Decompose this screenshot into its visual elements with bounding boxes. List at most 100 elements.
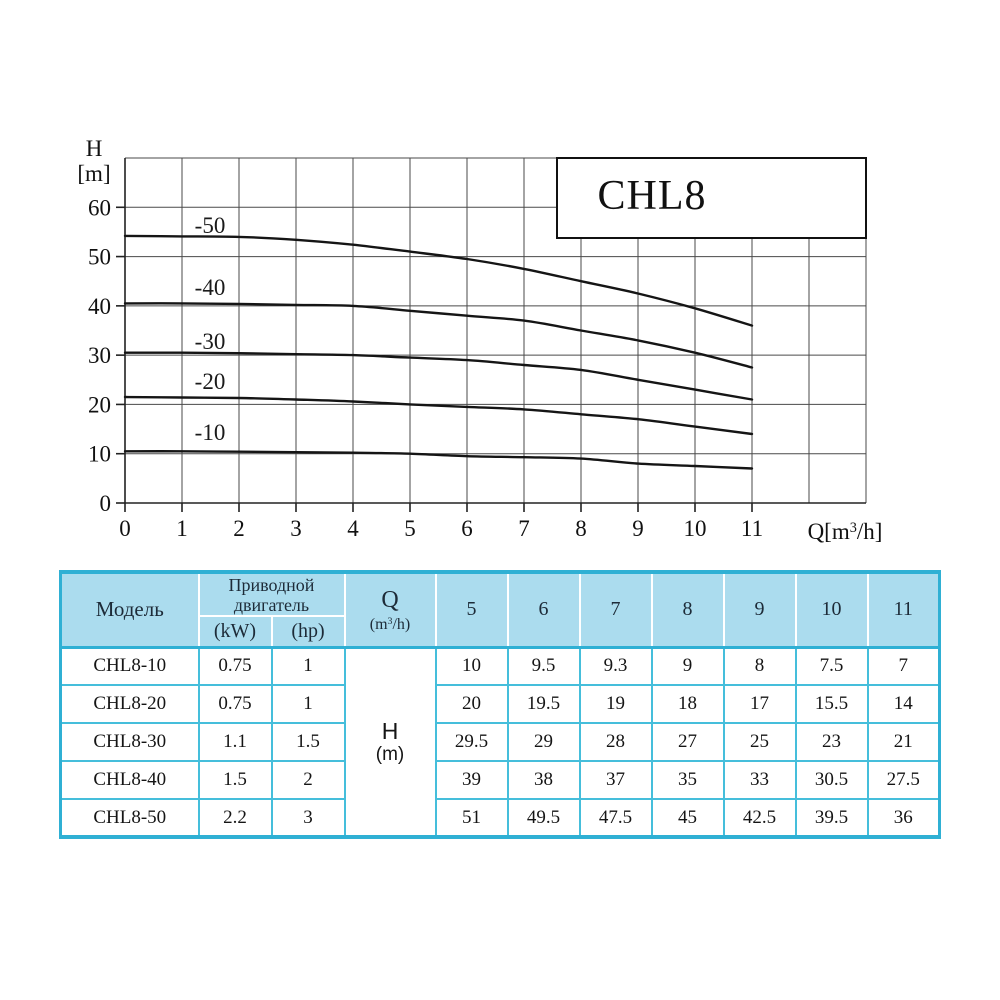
value-cell: 42.5 — [722, 798, 797, 838]
header-cell-q: Q (m3/h) — [343, 571, 437, 649]
value-cell: 35 — [650, 760, 725, 800]
curve-label-50: -50 — [194, 213, 226, 238]
table-row-chl8-40: CHL8-40 1.5 2 39 38 37 35 33 30.5 27.5 — [59, 760, 941, 800]
x-tick-label: 9 — [632, 516, 644, 541]
value-cell: 10 — [434, 646, 509, 686]
value-cell: 49.5 — [506, 798, 581, 838]
value-cell: 29 — [506, 722, 581, 762]
kw-cell: 0.75 — [197, 684, 273, 724]
value-cell: 27.5 — [866, 760, 941, 800]
specifications-table: Модель Приводной двигатель Q (m3/h) 5 6 … — [59, 570, 941, 839]
table-row-chl8-50: CHL8-50 2.2 3 51 49.5 47.5 45 42.5 39.5 … — [59, 798, 941, 838]
value-cell: 30.5 — [794, 760, 869, 800]
value-cell: 15.5 — [794, 684, 869, 724]
value-cell: 17 — [722, 684, 797, 724]
pump-curve-30 — [123, 351, 754, 401]
value-cell: 19.5 — [506, 684, 581, 724]
table-row-chl8-30: CHL8-30 1.1 1.5 29.5 29 28 27 25 23 21 — [59, 722, 941, 762]
y-axis-title: H [m] — [54, 136, 134, 186]
kw-cell: 2.2 — [197, 798, 273, 838]
curve-label-30: -30 — [194, 329, 226, 354]
x-tick-label: 8 — [575, 516, 587, 541]
chart-title: CHL8 — [597, 173, 707, 219]
table-row-chl8-10: CHL8-10 0.75 1 H (m) 10 9.5 9.3 9 8 7.5 … — [59, 646, 941, 838]
chart-title-box — [556, 157, 867, 239]
head-unit-cell: H (m) — [343, 646, 437, 838]
value-cell: 18 — [650, 684, 725, 724]
pump-curve-50 — [123, 234, 754, 327]
kw-cell: 0.75 — [197, 646, 273, 686]
head-unit: (m) — [375, 743, 405, 765]
curve-label-10: -10 — [194, 420, 226, 445]
q-header-unit: (m3/h) — [369, 615, 411, 633]
hp-cell: 1.5 — [270, 722, 346, 762]
pump-curve-40 — [123, 302, 754, 369]
header-cell-flow-10: 10 — [794, 571, 869, 649]
value-cell: 20 — [434, 684, 509, 724]
value-cell: 8 — [722, 646, 797, 686]
kw-cell: 1.5 — [197, 760, 273, 800]
header-cell-flow-5: 5 — [434, 571, 509, 649]
value-cell: 21 — [866, 722, 941, 762]
chart-canvas: 0 1 2 3 4 5 6 7 8 9 10 11 0 10 20 30 40 50 60 — [88, 157, 867, 541]
value-cell: 9.5 — [506, 646, 581, 686]
value-cell: 23 — [794, 722, 869, 762]
kw-cell: 1.1 — [197, 722, 273, 762]
header-cell-flow-6: 6 — [506, 571, 581, 649]
value-cell: 9 — [650, 646, 725, 686]
y-tick-label: 60 — [88, 195, 111, 220]
y-tick-label: 0 — [100, 491, 112, 516]
pump-curve-20 — [123, 395, 754, 436]
model-cell: CHL8-30 — [59, 722, 200, 762]
value-cell: 9.3 — [578, 646, 653, 686]
y-axis-title-unit: [m] — [77, 161, 111, 186]
value-cell: 7.5 — [794, 646, 869, 686]
head-symbol: H — [381, 717, 399, 744]
hp-cell: 3 — [270, 798, 346, 838]
x-axis-title-superscript: 3 — [849, 520, 857, 536]
value-cell: 36 — [866, 798, 941, 838]
pump-specs-table: Модель Приводной двигатель Q (m3/h) 5 6 … — [59, 570, 941, 839]
x-tick-label: 5 — [404, 516, 416, 541]
x-tick-label: 6 — [461, 516, 473, 541]
header-cell-motor-group: Приводной двигатель — [197, 571, 346, 617]
pump-curve-10 — [123, 450, 754, 470]
value-cell: 28 — [578, 722, 653, 762]
hp-cell: 2 — [270, 760, 346, 800]
value-cell: 7 — [866, 646, 941, 686]
model-cell: CHL8-10 — [59, 646, 200, 686]
y-tick-label: 40 — [88, 294, 111, 319]
y-axis-title-symbol: H — [85, 136, 103, 161]
x-tick-label: 7 — [518, 516, 530, 541]
header-cell-flow-9: 9 — [722, 571, 797, 649]
y-tick-label: 30 — [88, 343, 111, 368]
x-tick-label: 11 — [741, 516, 763, 541]
x-axis-title-unit: /h] — [856, 519, 883, 545]
curve-label-40: -40 — [194, 275, 226, 300]
header-cell-flow-7: 7 — [578, 571, 653, 649]
x-axis-title-text: Q[m — [807, 519, 850, 545]
value-cell: 45 — [650, 798, 725, 838]
value-cell: 29.5 — [434, 722, 509, 762]
curve-label-20: -20 — [194, 369, 226, 394]
y-tick-label: 10 — [88, 442, 111, 467]
header-cell-hp: (hp) — [270, 615, 346, 649]
value-cell: 51 — [434, 798, 509, 838]
q-header-symbol: Q — [381, 586, 399, 613]
model-cell: CHL8-50 — [59, 798, 200, 838]
value-cell: 37 — [578, 760, 653, 800]
model-cell: CHL8-40 — [59, 760, 200, 800]
x-tick-label: 0 — [119, 516, 131, 541]
value-cell: 19 — [578, 684, 653, 724]
value-cell: 39 — [434, 760, 509, 800]
value-cell: 25 — [722, 722, 797, 762]
x-axis-title: Q[m3/h] — [780, 512, 910, 544]
model-cell: CHL8-20 — [59, 684, 200, 724]
pump-curve-chart: 0 1 2 3 4 5 6 7 8 9 10 11 0 10 20 30 40 50 60 H [m] Q[m3/h… — [0, 136, 1000, 565]
value-cell: 33 — [722, 760, 797, 800]
value-cell: 14 — [866, 684, 941, 724]
value-cell: 38 — [506, 760, 581, 800]
x-tick-label: 3 — [290, 516, 302, 541]
table-row-chl8-20: CHL8-20 0.75 1 20 19.5 19 18 17 15.5 14 — [59, 684, 941, 724]
